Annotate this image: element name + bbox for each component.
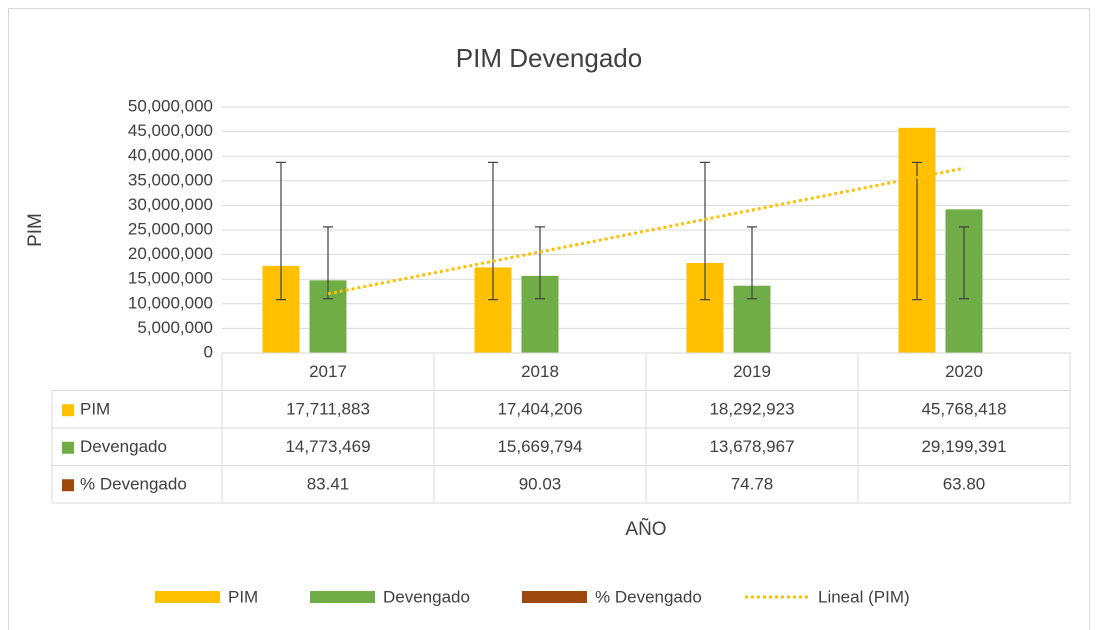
- table-value: 90.03: [519, 475, 562, 494]
- y-tick-label: 50,000,000: [128, 96, 213, 115]
- legend-label: Devengado: [383, 587, 470, 606]
- legend-label: % Devengado: [595, 587, 702, 606]
- y-tick-label: 30,000,000: [128, 195, 213, 214]
- y-tick-label: 5,000,000: [137, 318, 213, 337]
- table-legend-key: [62, 479, 74, 492]
- y-tick-label: 35,000,000: [128, 170, 213, 189]
- y-tick-label: 20,000,000: [128, 244, 213, 263]
- table-value: 63.80: [943, 475, 986, 494]
- table-value: 74.78: [731, 475, 774, 494]
- legend-key: [522, 591, 587, 603]
- legend-key: [155, 591, 220, 603]
- table-value: 15,669,794: [497, 437, 582, 456]
- table-value: 13,678,967: [709, 437, 794, 456]
- legend-key: [310, 591, 375, 603]
- trendline: [327, 166, 965, 296]
- legend-label: PIM: [228, 587, 258, 606]
- y-tick-label: 45,000,000: [128, 121, 213, 140]
- table-value: 17,404,206: [497, 400, 582, 419]
- x-axis-title: AÑO: [625, 518, 666, 540]
- table-legend-key: [62, 404, 74, 417]
- x-tick-label: 2018: [521, 362, 559, 381]
- y-tick-label: 15,000,000: [128, 269, 213, 288]
- y-tick-label: 25,000,000: [128, 219, 213, 238]
- y-tick-label: 0: [204, 342, 213, 361]
- legend-label: Lineal (PIM): [818, 587, 910, 606]
- table-value: 14,773,469: [285, 437, 370, 456]
- x-tick-label: 2020: [945, 362, 983, 381]
- y-axis-title: PIM: [25, 213, 46, 247]
- table-series-name: Devengado: [80, 437, 167, 456]
- table-value: 45,768,418: [921, 400, 1006, 419]
- chart-title: PIM Devengado: [456, 43, 642, 73]
- table-value: 83.41: [307, 475, 350, 494]
- y-tick-label: 10,000,000: [128, 293, 213, 312]
- table-series-name: PIM: [80, 400, 110, 419]
- table-value: 29,199,391: [921, 437, 1006, 456]
- table-value: 17,711,883: [286, 400, 370, 419]
- y-tick-label: 40,000,000: [128, 146, 213, 165]
- x-tick-label: 2017: [309, 362, 347, 381]
- table-series-name: % Devengado: [80, 475, 187, 494]
- x-tick-label: 2019: [733, 362, 771, 381]
- table-legend-key: [62, 441, 74, 454]
- table-value: 18,292,923: [709, 400, 794, 419]
